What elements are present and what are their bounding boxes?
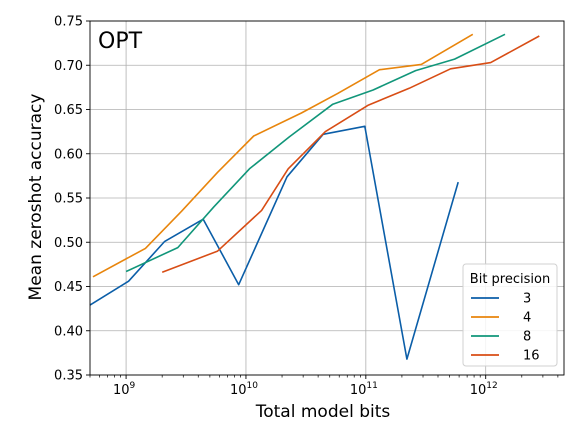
legend-label-4: 4: [523, 311, 531, 326]
y-tick-label: 0.35: [54, 369, 83, 384]
y-axis-label: Mean zeroshot accuracy: [26, 94, 46, 301]
y-tick-label: 0.60: [54, 147, 83, 162]
series-line-4: [92, 33, 474, 278]
y-tick-label: 0.70: [54, 59, 83, 74]
legend-items: 3 4 8 16: [471, 292, 540, 364]
legend-label-8: 8: [523, 330, 531, 345]
y-tick-label: 0.50: [54, 236, 83, 251]
y-tick-label: 0.65: [54, 103, 83, 118]
series-line-16: [161, 35, 540, 274]
x-axis-label: Total model bits: [255, 402, 391, 422]
legend-title: Bit precision: [470, 272, 550, 287]
chart-title: OPT: [98, 29, 143, 54]
y-tick-label: 0.75: [54, 15, 83, 30]
series-line-8: [125, 33, 506, 273]
legend-label-16: 16: [523, 349, 540, 364]
y-tick-label: 0.45: [54, 280, 83, 295]
series-lines: [89, 33, 540, 360]
x-axis-ticks: 109 1010 1011 1012: [89, 375, 559, 398]
y-tick-label: 0.40: [54, 324, 83, 339]
y-axis-ticks: 0.35 0.40 0.45 0.50 0.55 0.60 0.65 0.70 0.75: [54, 15, 90, 384]
y-tick-label: 0.55: [54, 192, 83, 207]
legend: Bit precision 3 4 8 16: [462, 263, 558, 367]
legend-label-3: 3: [523, 292, 531, 307]
legend-box: [462, 263, 558, 367]
